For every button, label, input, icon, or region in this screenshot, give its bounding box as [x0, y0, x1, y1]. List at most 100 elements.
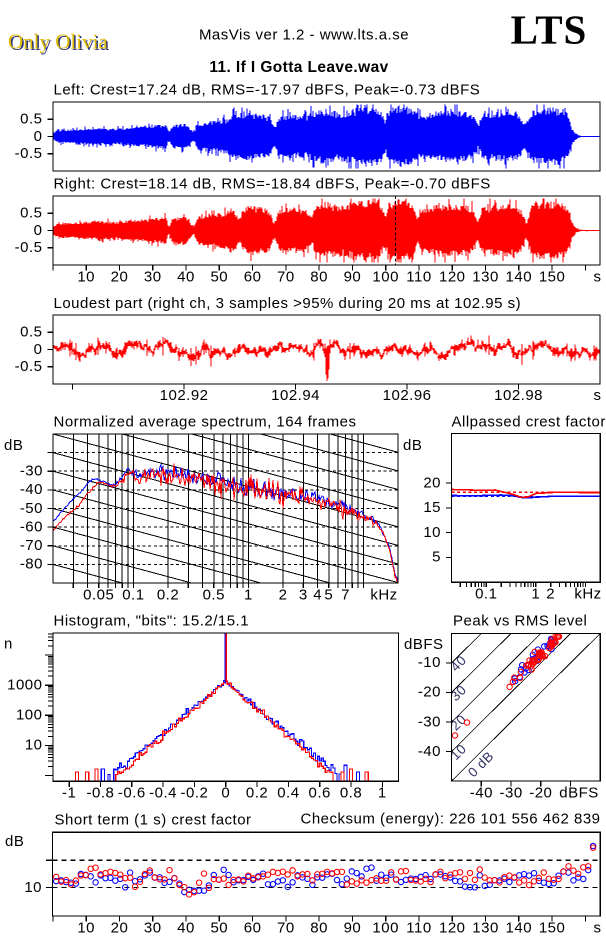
svg-text:10: 10 — [24, 879, 42, 896]
svg-text:100: 100 — [372, 268, 399, 285]
svg-text:140: 140 — [506, 268, 533, 285]
svg-text:20: 20 — [111, 268, 129, 285]
svg-text:Histogram, "bits": 15.2/15.1: Histogram, "bits": 15.2/15.1 — [54, 612, 250, 629]
svg-text:3: 3 — [299, 586, 308, 603]
svg-text:1: 1 — [244, 586, 253, 603]
svg-text:110: 110 — [406, 920, 431, 937]
svg-text:90: 90 — [344, 920, 362, 937]
svg-text:-40: -40 — [20, 481, 43, 498]
svg-text:70: 70 — [277, 268, 295, 285]
svg-text:0.4: 0.4 — [277, 785, 299, 802]
svg-text:-70: -70 — [20, 537, 43, 554]
svg-text:-80: -80 — [20, 556, 43, 573]
svg-text:30: 30 — [144, 920, 162, 937]
svg-text:-10: -10 — [418, 654, 441, 671]
svg-text:Short term (1 s) crest factor: Short term (1 s) crest factor — [55, 812, 252, 829]
svg-text:dBFS: dBFS — [404, 636, 444, 653]
svg-text:s: s — [594, 268, 602, 285]
svg-text:0.1: 0.1 — [122, 586, 144, 603]
svg-text:20: 20 — [111, 920, 129, 937]
svg-text:-0.5: -0.5 — [15, 145, 43, 162]
svg-text:11. If I Gotta Leave.wav: 11. If I Gotta Leave.wav — [209, 59, 388, 76]
svg-text:-0.2: -0.2 — [181, 785, 209, 802]
svg-text:1: 1 — [531, 586, 540, 603]
svg-text:Left: Crest=17.24 dB, RMS=-17.: Left: Crest=17.24 dB, RMS=-17.97 dBFS, P… — [54, 82, 481, 99]
svg-text:2: 2 — [546, 586, 555, 603]
svg-text:LTS: LTS — [511, 7, 588, 53]
svg-text:-40: -40 — [418, 743, 441, 760]
svg-text:10: 10 — [423, 524, 441, 541]
svg-text:30: 30 — [144, 268, 162, 285]
svg-text:-0.4: -0.4 — [149, 785, 177, 802]
svg-text:102.94: 102.94 — [271, 387, 320, 404]
svg-text:Only Olivia: Only Olivia — [10, 31, 110, 55]
svg-text:-0.8: -0.8 — [87, 785, 115, 802]
svg-text:120: 120 — [439, 920, 466, 937]
svg-text:0.5: 0.5 — [20, 111, 42, 128]
svg-text:10: 10 — [77, 268, 95, 285]
svg-text:1: 1 — [378, 785, 387, 802]
svg-text:130: 130 — [472, 920, 499, 937]
svg-text:0.2: 0.2 — [157, 586, 179, 603]
svg-text:Peak vs RMS level: Peak vs RMS level — [453, 612, 587, 629]
svg-text:-30: -30 — [499, 785, 522, 802]
svg-text:n: n — [4, 636, 13, 653]
svg-text:0: 0 — [221, 785, 230, 802]
svg-text:Normalized average spectrum, 1: Normalized average spectrum, 164 frames — [54, 414, 357, 431]
svg-text:120: 120 — [439, 268, 466, 285]
svg-text:kHz: kHz — [574, 586, 601, 603]
svg-text:150: 150 — [539, 268, 566, 285]
svg-text:dB: dB — [5, 833, 24, 850]
svg-text:110: 110 — [406, 268, 431, 285]
svg-text:0.5: 0.5 — [20, 324, 42, 341]
svg-text:0: 0 — [34, 341, 43, 358]
svg-text:-40: -40 — [470, 785, 493, 802]
svg-text:40: 40 — [177, 920, 195, 937]
svg-text:140: 140 — [506, 920, 533, 937]
svg-text:-30: -30 — [20, 463, 43, 480]
svg-text:60: 60 — [244, 920, 262, 937]
svg-text:5: 5 — [432, 549, 441, 566]
svg-text:dB: dB — [403, 437, 422, 454]
svg-text:Checksum (energy): 226 101 55: Checksum (energy): 226 101 556 462 839 — [300, 811, 600, 828]
svg-text:-0.5: -0.5 — [15, 239, 43, 256]
svg-text:MasVis ver 1.2 - www.lts.a.se: MasVis ver 1.2 - www.lts.a.se — [199, 27, 409, 44]
svg-text:0.6: 0.6 — [309, 785, 331, 802]
svg-text:100: 100 — [372, 920, 399, 937]
svg-text:dBFS: dBFS — [559, 785, 599, 802]
svg-text:0.05: 0.05 — [83, 586, 114, 603]
svg-text:15: 15 — [423, 499, 441, 516]
svg-text:-30: -30 — [418, 713, 441, 730]
svg-text:50: 50 — [210, 920, 228, 937]
svg-text:50: 50 — [210, 268, 228, 285]
svg-text:100: 100 — [16, 707, 43, 724]
svg-text:0: 0 — [34, 222, 43, 239]
svg-text:s: s — [594, 387, 602, 404]
svg-text:10: 10 — [77, 920, 95, 937]
svg-text:0.8: 0.8 — [340, 785, 362, 802]
svg-text:7: 7 — [341, 586, 350, 603]
svg-text:-20: -20 — [529, 785, 552, 802]
svg-text:0.5: 0.5 — [20, 205, 42, 222]
svg-text:s: s — [594, 920, 602, 937]
svg-text:20: 20 — [423, 474, 441, 491]
svg-text:90: 90 — [344, 268, 362, 285]
svg-text:60: 60 — [244, 268, 262, 285]
svg-text:130: 130 — [472, 268, 499, 285]
svg-text:-1: -1 — [62, 785, 76, 802]
svg-text:0: 0 — [34, 128, 43, 145]
svg-text:kHz: kHz — [370, 586, 397, 603]
svg-text:1000: 1000 — [7, 677, 42, 694]
svg-text:-0.5: -0.5 — [15, 358, 43, 375]
svg-text:-0.6: -0.6 — [118, 785, 146, 802]
svg-text:-50: -50 — [20, 500, 43, 517]
svg-text:Right: Crest=18.14 dB, RMS=-18: Right: Crest=18.14 dB, RMS=-18.84 dBFS, … — [54, 176, 491, 193]
svg-text:102.92: 102.92 — [160, 387, 209, 404]
svg-text:150: 150 — [539, 920, 566, 937]
svg-text:Only Olivia: Only Olivia — [8, 29, 108, 53]
svg-text:0.5: 0.5 — [203, 586, 225, 603]
svg-text:0.2: 0.2 — [246, 785, 268, 802]
svg-text:dB: dB — [4, 437, 23, 454]
svg-text:40: 40 — [177, 268, 195, 285]
svg-text:102.98: 102.98 — [494, 387, 543, 404]
